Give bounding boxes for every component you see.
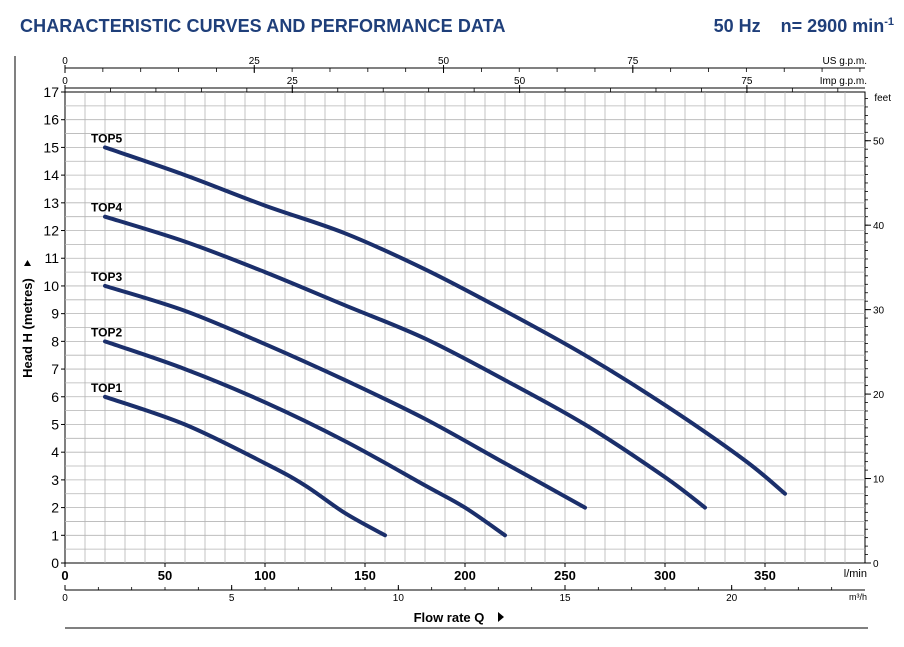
x-tick-label: 250 [554,568,576,583]
x-tick-label: 100 [254,568,276,583]
y-tick-label: 4 [51,444,59,460]
frequency-label: 50 Hz [713,16,761,36]
us-gpm-tick-label: 50 [438,56,450,67]
feet-tick-label: 30 [873,306,885,317]
imp-gpm-unit-label: Imp g.p.m. [820,76,867,87]
x-tick-label: 0 [61,568,68,583]
curve-top1 [103,394,387,538]
x-tick-label: 50 [158,568,172,583]
curve-label-top3: TOP3 [91,270,122,284]
m3h-tick-label: 20 [726,593,738,604]
x-tick-label: 200 [454,568,476,583]
speed-label: n= 2900 min [780,16,885,36]
curve-top3 [103,283,587,510]
curve-top4 [103,214,707,510]
y-tick-label: 1 [51,527,59,543]
y-axis-title: Head H (metres) [20,278,35,378]
us-gpm-tick-label: 25 [249,56,261,67]
x-tick-label: 350 [754,568,776,583]
curve-label-top1: TOP1 [91,381,122,395]
curve-label-top4: TOP4 [91,201,122,215]
curve-top5 [103,145,787,496]
y-tick-label: 12 [43,223,59,239]
curve-top2 [103,339,507,538]
x-axis-arrow-icon [498,612,504,622]
operating-conditions: 50 Hz n= 2900 min-1 [714,16,894,37]
y-tick-label: 5 [51,416,59,432]
x-tick-label: 300 [654,568,676,583]
y-tick-label: 6 [51,389,59,405]
x-axis-title: Flow rate Q [414,610,485,625]
feet-tick-label: 40 [873,221,885,232]
y-tick-label: 7 [51,361,59,377]
imp-gpm-tick-label: 25 [287,76,299,87]
y-tick-label: 15 [43,139,59,155]
us-gpm-tick-label: 0 [62,56,68,67]
y-tick-label: 14 [43,167,59,183]
us-gpm-tick-label: 75 [627,56,639,67]
y-tick-label: 3 [51,472,59,488]
curve-label-top2: TOP2 [91,325,122,339]
speed-exponent: -1 [884,16,894,28]
y-tick-label: 9 [51,306,59,322]
y-tick-label: 10 [43,278,59,294]
y-tick-label: 8 [51,333,59,349]
us-gpm-unit-label: US g.p.m. [823,56,867,67]
y-tick-label: 2 [51,500,59,516]
y-axis-label: Head H (metres) [20,260,35,378]
y-tick-label: 0 [51,555,59,571]
chart-title: CHARACTERISTIC CURVES AND PERFORMANCE DA… [20,16,506,36]
y-tick-label: 13 [43,195,59,211]
imp-gpm-tick-label: 75 [741,76,753,87]
y-axis-arrow-icon [24,260,31,266]
m3h-tick-label: 0 [62,593,68,604]
m3h-tick-label: 5 [229,593,235,604]
imp-gpm-tick-label: 0 [62,76,68,87]
curve-label-top5: TOP5 [91,131,122,145]
y-tick-label: 16 [43,112,59,128]
y-tick-label: 17 [43,84,59,100]
feet-tick-label: 10 [873,475,885,486]
m3h-unit-label: m³/h [849,592,867,602]
imp-gpm-tick-label: 50 [514,76,526,87]
feet-tick-label: 0 [873,559,879,570]
m3h-tick-label: 10 [393,593,405,604]
feet-unit-label: feet [874,93,891,104]
x-unit-label: l/min [844,568,867,580]
feet-tick-label: 20 [873,390,885,401]
y-tick-label: 11 [44,250,59,266]
m3h-tick-label: 15 [559,593,571,604]
x-tick-label: 150 [354,568,376,583]
feet-tick-label: 50 [873,137,885,148]
